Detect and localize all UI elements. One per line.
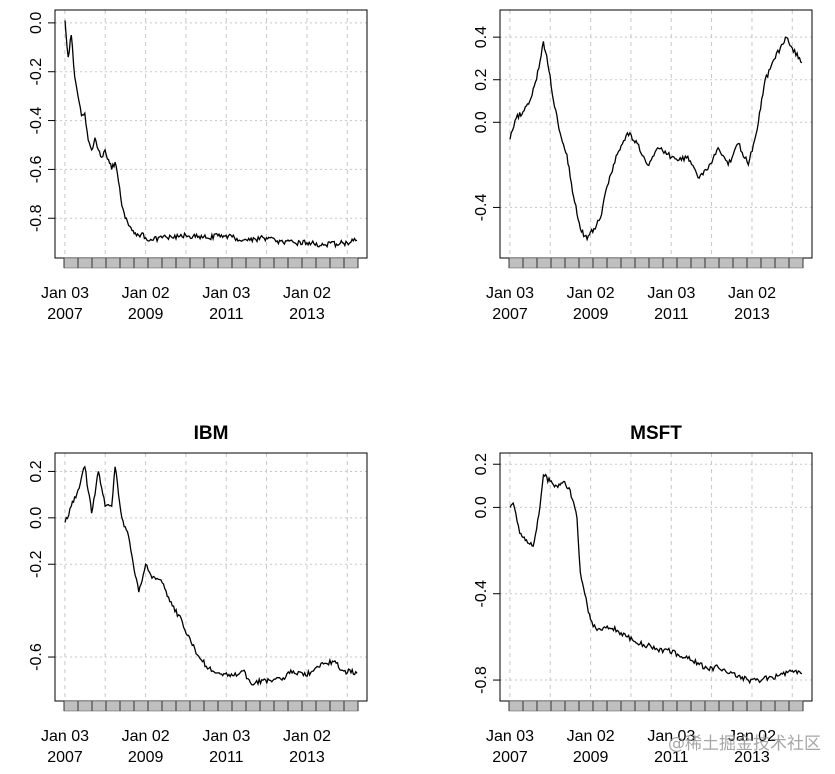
- x-tick-label-top: Jan 02: [283, 285, 331, 302]
- series-line: [64, 20, 358, 249]
- plot-frame: [54, 9, 368, 259]
- date-axis-band: [508, 700, 804, 712]
- watermark-text: @稀土掘金技术社区: [668, 734, 821, 754]
- x-tick-label-bottom: 2011: [654, 749, 689, 766]
- y-tick-label: 0.0: [473, 111, 490, 133]
- series-line: [509, 36, 803, 242]
- x-tick-label-top: Jan 02: [567, 728, 615, 745]
- y-tick-label: 0.2: [28, 460, 45, 482]
- y-tick-label: -0.2: [28, 58, 45, 86]
- date-axis-band: [63, 257, 359, 269]
- plot-frame: [499, 9, 813, 259]
- date-axis-band: [63, 700, 359, 712]
- plot-frame: [499, 452, 813, 702]
- x-tick-label-top: Jan 03: [647, 728, 695, 745]
- y-tick-label: 0.0: [473, 496, 490, 518]
- y-tick-label: -0.4: [473, 194, 490, 222]
- x-tick-label-top: Jan 03: [41, 728, 89, 745]
- x-tick-label-top: Jan 02: [728, 728, 776, 745]
- chart-panel-1: Jan 03 2007 Jan 02 2009 Jan 03 2011 Jan 02 2013…: [28, 9, 368, 323]
- x-tick-label-top: Jan 02: [567, 285, 615, 302]
- x-tick-label-bottom: 2007: [47, 306, 83, 323]
- x-tick-label-bottom: 2009: [573, 749, 609, 766]
- x-tick-label-top: Jan 03: [486, 728, 534, 745]
- x-tick-label-top: Jan 02: [122, 728, 170, 745]
- x-tick-label-bottom: 2013: [289, 306, 325, 323]
- x-tick-label-bottom: 2013: [289, 749, 325, 766]
- y-tick-label: 0.2: [473, 69, 490, 91]
- y-tick-label: 0.0: [28, 12, 45, 34]
- x-tick-label-bottom: 2011: [209, 306, 244, 323]
- y-tick-label: 0.4: [473, 26, 490, 48]
- x-tick-label-bottom: 2009: [128, 306, 164, 323]
- panel-title: MSFT: [630, 423, 682, 444]
- panel-title: IBM: [194, 423, 229, 444]
- x-tick-label-bottom: 2011: [654, 306, 689, 323]
- x-tick-label-top: Jan 03: [41, 285, 89, 302]
- x-tick-label-bottom: 2007: [492, 306, 528, 323]
- y-tick-label: -0.8: [28, 204, 45, 232]
- x-tick-label-top: Jan 03: [486, 285, 534, 302]
- x-tick-label-top: Jan 02: [283, 728, 331, 745]
- x-tick-label-top: Jan 02: [728, 285, 776, 302]
- y-tick-label: -0.6: [28, 156, 45, 184]
- y-tick-label: 0.2: [473, 453, 490, 475]
- x-tick-label-top: Jan 03: [202, 728, 250, 745]
- x-tick-label-bottom: 2007: [492, 749, 528, 766]
- x-tick-label-bottom: 2013: [734, 306, 770, 323]
- y-tick-label: -0.2: [28, 550, 45, 578]
- date-axis-band: [508, 257, 804, 269]
- y-tick-label: 0.0: [28, 507, 45, 529]
- chart-panel-3: Jan 03 2007 Jan 02 2009 Jan 03 2011 Jan 02 2013…: [28, 423, 368, 766]
- x-tick-label-bottom: 2011: [209, 749, 244, 766]
- x-tick-label-bottom: 2009: [128, 749, 164, 766]
- x-tick-label-top: Jan 02: [122, 285, 170, 302]
- x-tick-label-bottom: 2013: [734, 749, 770, 766]
- x-tick-label-bottom: 2007: [47, 749, 83, 766]
- series-line: [509, 473, 803, 685]
- y-tick-label: -0.8: [473, 666, 490, 694]
- chart-panel-2: Jan 03 2007 Jan 02 2009 Jan 03 2011 Jan 02 2013…: [473, 9, 813, 323]
- x-tick-label-top: Jan 03: [647, 285, 695, 302]
- y-tick-label: -0.4: [473, 580, 490, 608]
- y-tick-label: -0.4: [28, 107, 45, 135]
- chart-panel-4: Jan 03 2007 Jan 02 2009 Jan 03 2011 Jan 02 2013…: [473, 423, 813, 766]
- series-line: [64, 465, 358, 687]
- y-tick-label: -0.6: [28, 643, 45, 671]
- x-tick-label-top: Jan 03: [202, 285, 250, 302]
- x-tick-label-bottom: 2009: [573, 306, 609, 323]
